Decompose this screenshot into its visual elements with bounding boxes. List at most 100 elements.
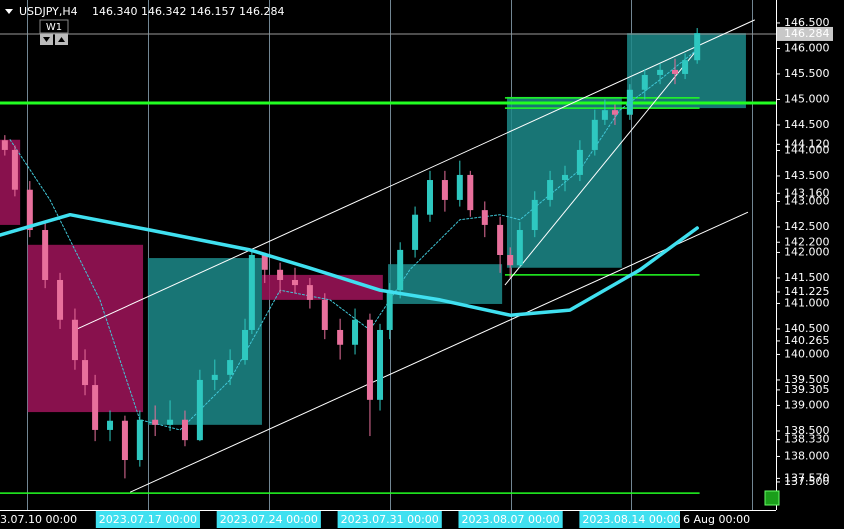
candle-body	[561, 174, 568, 181]
y-tick-label: 139.500	[784, 373, 830, 386]
x-tick-label: 2023.07.31 00:00	[341, 513, 439, 526]
candle-body	[467, 174, 474, 211]
trendline	[74, 19, 756, 331]
candle-body	[694, 33, 701, 61]
candle-body	[547, 180, 554, 200]
level-label: 138.330	[784, 433, 830, 446]
y-tick-label: 139.000	[784, 398, 830, 411]
candle-body	[71, 319, 78, 361]
candle-body	[657, 69, 664, 75]
y-tick-label: 145.500	[784, 67, 830, 80]
candle-body	[227, 360, 234, 375]
candle-body	[412, 214, 419, 250]
y-tick-label: 146.500	[784, 16, 830, 29]
candle-body	[497, 224, 504, 255]
candle-body	[196, 379, 203, 441]
level-label: 137.570	[784, 471, 830, 484]
candle-body	[601, 110, 608, 120]
up-icon	[58, 37, 65, 42]
level-label: 143.160	[784, 186, 830, 199]
level-label: 140.265	[784, 334, 830, 347]
zone	[388, 264, 503, 304]
y-tick-label: 145.000	[784, 92, 830, 105]
candle-body	[641, 74, 648, 90]
candle-body	[107, 420, 114, 430]
x-tick-box	[337, 511, 442, 528]
trendline	[129, 211, 749, 493]
menu-arrow[interactable]	[5, 9, 13, 14]
y-tick-label: 142.500	[784, 220, 830, 233]
x-tick-box	[216, 511, 321, 528]
candle-body	[26, 189, 33, 231]
level-label: 142.200	[784, 235, 830, 248]
candle-body	[456, 174, 463, 200]
y-tick-label: 140.500	[784, 322, 830, 335]
price-label: 146.284	[784, 27, 830, 40]
x-tick-box	[458, 511, 563, 528]
down-icon	[43, 37, 50, 42]
candle-body	[42, 230, 49, 280]
candle-body	[682, 60, 689, 74]
y-tick-label: 144.000	[784, 143, 830, 156]
candle-body	[291, 279, 298, 286]
candle-body	[516, 230, 523, 266]
candle-body	[248, 255, 255, 330]
candle-body	[441, 180, 448, 200]
level-label: 141.225	[784, 285, 830, 298]
candle-body	[611, 110, 618, 115]
x-tick-box	[0, 511, 81, 528]
y-tick-label: 141.500	[784, 271, 830, 284]
x-tick-label: 2023.07.17 00:00	[99, 513, 197, 526]
candle-body	[181, 419, 188, 441]
y-tick-label: 142.000	[784, 245, 830, 258]
trendline	[504, 51, 696, 286]
x-tick-label: 2023.08.14 00:00	[582, 513, 680, 526]
y-tick-label: 138.500	[784, 424, 830, 437]
quote: 146.340 146.342 146.157 146.284	[92, 5, 284, 18]
candle-body	[211, 374, 218, 380]
candle-body	[531, 199, 538, 231]
candle-body	[321, 299, 328, 330]
candle-body	[242, 329, 249, 361]
timeframe-button[interactable]	[39, 19, 69, 34]
y-tick-label: 143.000	[784, 194, 830, 207]
candle-body	[121, 420, 128, 461]
candle-body	[397, 249, 404, 291]
candle-body	[481, 210, 488, 225]
candle-body	[576, 149, 583, 175]
minimize-button[interactable]	[764, 490, 780, 506]
x-tick-box	[579, 511, 684, 528]
x-tick-label: 3.07.10 00:00	[0, 513, 77, 526]
cursor-label: 6 Aug 00:00	[683, 513, 750, 526]
candle-body	[507, 255, 514, 266]
candle-body	[92, 385, 99, 430]
timeframe-label: W1	[46, 22, 62, 33]
x-tick-box	[95, 511, 200, 528]
candle-body	[167, 419, 174, 425]
y-tick-label: 146.000	[784, 41, 830, 54]
y-tick-label: 140.000	[784, 347, 830, 360]
candle-body	[352, 319, 359, 345]
plot	[0, 0, 776, 510]
candle-body	[626, 89, 633, 115]
cursor-label-box	[680, 511, 752, 528]
candle-body	[152, 419, 159, 425]
y-tick-label: 144.500	[784, 118, 830, 131]
candle-body	[82, 360, 89, 386]
level-label: 144.120	[784, 137, 830, 150]
candle-body	[337, 329, 344, 345]
y-tick-label: 143.500	[784, 169, 830, 182]
candle-body	[261, 255, 268, 270]
candle-body	[11, 149, 18, 190]
y-tick-label: 137.500	[784, 475, 830, 488]
candle-body	[366, 319, 373, 400]
candle-body	[672, 69, 679, 74]
x-tick-label: 2023.07.24 00:00	[220, 513, 318, 526]
candle-body	[426, 180, 433, 215]
level-label: 139.305	[784, 383, 830, 396]
candle-body	[57, 279, 64, 320]
x-tick-label: 2023.08.07 00:00	[461, 513, 559, 526]
y-tick-label: 138.000	[784, 449, 830, 462]
moving-average	[0, 212, 699, 317]
